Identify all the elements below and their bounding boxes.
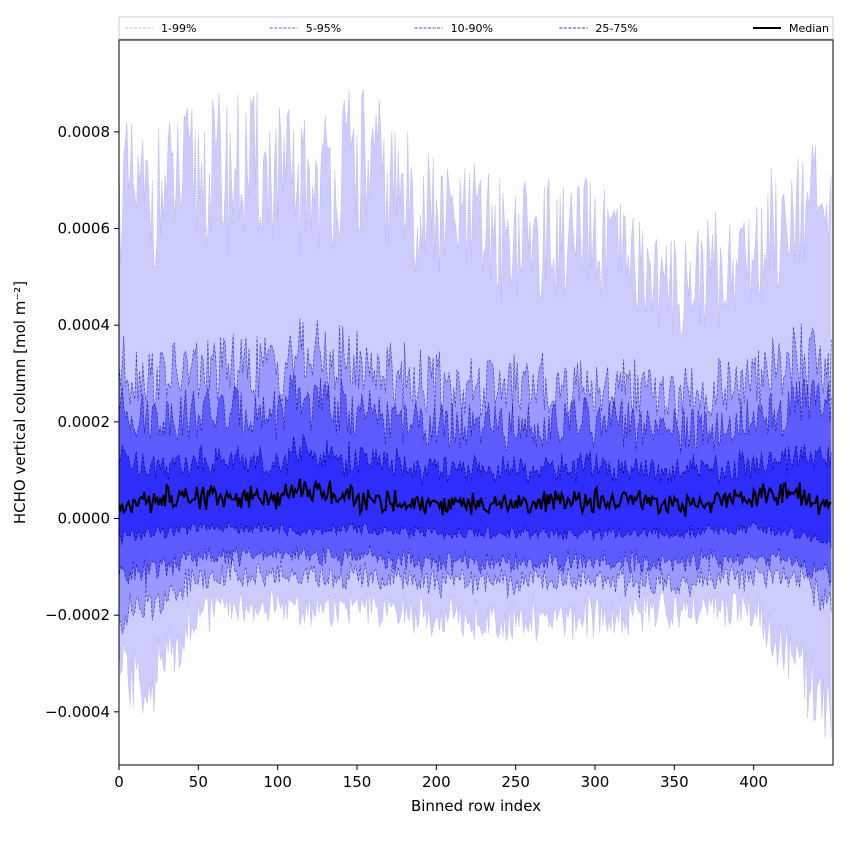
x-axis: 0 50 100 150 200 250 300 350 400	[114, 765, 768, 791]
legend-label-1-99pct: 1-99%	[161, 22, 196, 35]
y-tick-label: −0.0004	[45, 703, 110, 721]
band-edge-10-90pct-lower	[119, 545, 832, 588]
x-tick-label: 100	[263, 773, 292, 791]
band-edge-5-95pct-lower	[119, 557, 832, 635]
x-tick-label: 350	[660, 773, 689, 791]
band-edge-1-99pct-lower	[119, 587, 832, 739]
y-tick-label: 0.0000	[58, 510, 111, 528]
legend-label-median: Median	[789, 22, 829, 35]
series-line-median	[119, 478, 832, 517]
x-tick-label: 150	[343, 773, 372, 791]
y-tick-label: 0.0004	[58, 316, 111, 334]
legend-label-5-95pct: 5-95%	[306, 22, 341, 35]
legend-label-25-75pct: 25-75%	[595, 22, 637, 35]
y-tick-label: 0.0008	[58, 123, 111, 141]
band-edge-25-75pct-upper	[119, 434, 832, 486]
plot-frame	[118, 39, 834, 766]
x-axis-label: Binned row index	[411, 797, 541, 815]
band-edge-5-95pct-upper	[119, 318, 832, 424]
x-tick-label: 50	[189, 773, 208, 791]
y-axis-label: HCHO vertical column [mol m⁻²]	[11, 281, 29, 524]
band-edge-10-90pct-upper	[119, 374, 832, 455]
y-tick-label: −0.0002	[45, 606, 110, 624]
x-tick-label: 400	[739, 773, 768, 791]
y-tick-label: 0.0006	[58, 220, 111, 238]
band-edge-25-75pct-lower	[119, 521, 832, 549]
x-tick-label: 200	[422, 773, 451, 791]
legend-label-10-90pct: 10-90%	[451, 22, 493, 35]
x-tick-label: 300	[581, 773, 610, 791]
legend: 1-99% 5-95% 10-90% 25-75% Median	[118, 16, 834, 40]
x-tick-label: 0	[114, 773, 124, 791]
band-edge-1-99pct-upper	[119, 89, 832, 337]
legend-box	[118, 16, 834, 40]
y-tick-label: 0.0002	[58, 413, 111, 431]
x-tick-label: 250	[501, 773, 530, 791]
plot-area	[119, 89, 832, 739]
y-axis: −0.0004 −0.0002 0.0000 0.0002 0.0004 0.0006 0.…	[45, 123, 119, 721]
